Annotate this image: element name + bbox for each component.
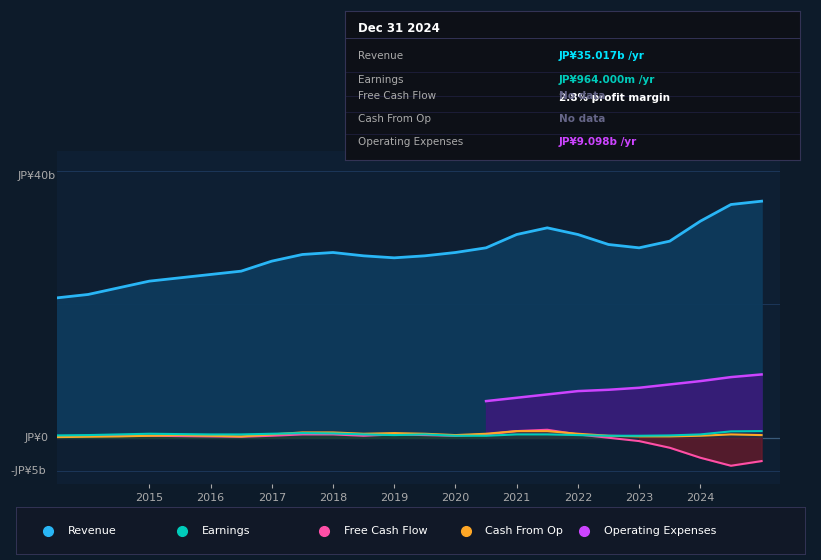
Text: JP¥40b: JP¥40b <box>18 171 56 181</box>
Text: 2.8% profit margin: 2.8% profit margin <box>559 93 670 103</box>
Text: No data: No data <box>559 114 605 124</box>
Text: Dec 31 2024: Dec 31 2024 <box>359 22 440 35</box>
Text: No data: No data <box>559 91 605 101</box>
Text: Cash From Op: Cash From Op <box>485 526 563 535</box>
Text: Revenue: Revenue <box>67 526 117 535</box>
Text: Free Cash Flow: Free Cash Flow <box>343 526 427 535</box>
Text: Cash From Op: Cash From Op <box>359 114 432 124</box>
Text: Revenue: Revenue <box>359 52 404 61</box>
Text: -JP¥5b: -JP¥5b <box>11 466 46 476</box>
Text: JP¥0: JP¥0 <box>25 433 49 443</box>
Text: JP¥35.017b /yr: JP¥35.017b /yr <box>559 52 644 61</box>
Text: JP¥964.000m /yr: JP¥964.000m /yr <box>559 75 655 85</box>
Text: Free Cash Flow: Free Cash Flow <box>359 91 437 101</box>
Text: Operating Expenses: Operating Expenses <box>359 137 464 147</box>
Text: Earnings: Earnings <box>202 526 250 535</box>
Text: Operating Expenses: Operating Expenses <box>603 526 716 535</box>
Text: JP¥9.098b /yr: JP¥9.098b /yr <box>559 137 637 147</box>
Text: Earnings: Earnings <box>359 75 404 85</box>
